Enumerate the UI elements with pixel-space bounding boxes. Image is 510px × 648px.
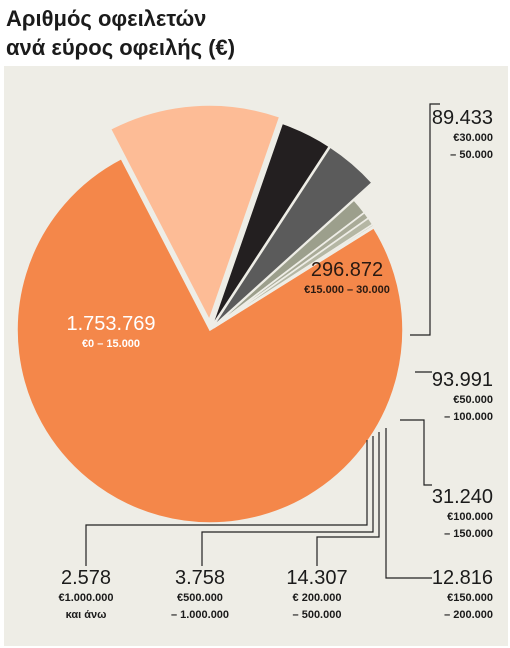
value-label-s0: 1.753.769	[67, 313, 156, 335]
value-label-s4: 31.240	[432, 486, 493, 508]
range-label-s0-0: €0 – 15.000	[82, 338, 140, 350]
value-label-s8: 2.578	[61, 567, 111, 589]
leader-lines	[85, 103, 440, 579]
range-label-s6-1: – 500.000	[293, 609, 342, 621]
range-label-s3-1: – 100.000	[444, 411, 493, 423]
leader-line-s8	[85, 440, 368, 566]
range-label-s5-1: – 200.000	[444, 609, 493, 621]
range-label-s1-0: €15.000 – 30.000	[304, 284, 390, 296]
leader-line-s6	[316, 432, 380, 566]
leader-line-s4	[400, 419, 432, 486]
range-label-s8-1: και άνω	[66, 609, 107, 621]
title-line-1: Αριθμός οφειλετών	[6, 6, 207, 31]
value-label-s5: 12.816	[432, 567, 493, 589]
leader-line-s7	[201, 436, 374, 566]
leader-line-s2	[410, 103, 440, 336]
range-label-s3-0: €50.000	[453, 394, 493, 406]
range-label-s5-0: €150.000	[447, 592, 493, 604]
slice-labels: 1.753.769 €0 – 15.000 296.872 €15.000 – 30.…	[58, 107, 493, 621]
value-label-s7: 3.758	[175, 567, 225, 589]
range-label-s4-1: – 150.000	[444, 528, 493, 540]
pie-slice-s1	[109, 104, 281, 323]
value-label-s6: 14.307	[286, 567, 347, 589]
pie-slices	[16, 104, 404, 524]
range-label-s2-0: €30.000	[453, 132, 493, 144]
title-line-2: ανά εύρος οφειλής (€)	[6, 35, 236, 60]
pie-slice-s0	[16, 157, 404, 524]
leader-line-s5	[385, 428, 432, 579]
pie-slice-s8	[212, 224, 376, 329]
value-label-s2: 89.433	[432, 107, 493, 129]
range-label-s7-1: – 1.000.000	[171, 609, 229, 621]
value-label-s3: 93.991	[432, 369, 493, 391]
range-label-s6-0: € 200.000	[293, 592, 342, 604]
chart-title: Αριθμός οφειλετών ανά εύρος οφειλής (€)	[6, 4, 506, 62]
value-label-s1: 296.872	[311, 259, 383, 281]
range-label-s8-0: €1.000.000	[58, 592, 113, 604]
pie-slice-s2	[211, 122, 331, 327]
range-label-s4-0: €100.000	[447, 511, 493, 523]
range-label-s7-0: €500.000	[177, 592, 223, 604]
range-label-s2-1: – 50.000	[450, 149, 493, 161]
pie-slice-s3	[211, 145, 374, 328]
